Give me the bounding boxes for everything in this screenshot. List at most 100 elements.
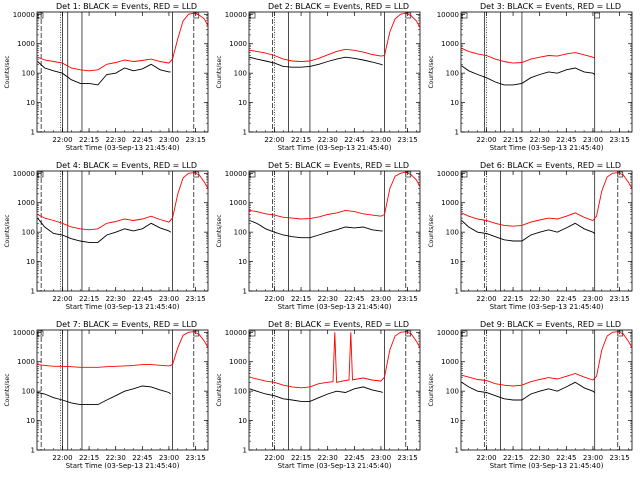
x-tick-label: 22:15 xyxy=(291,454,311,462)
x-tick-label: 22:30 xyxy=(318,136,338,144)
x-axis-label: Start Time (03-Sep-13 21:45:40) xyxy=(278,303,392,311)
x-tick-label: 22:45 xyxy=(556,454,576,462)
x-tick-label: 23:00 xyxy=(371,136,391,144)
x-tick-label: 22:00 xyxy=(264,136,284,144)
x-tick-label: 22:30 xyxy=(106,136,126,144)
plot-data xyxy=(37,12,208,132)
y-tick-label: 10000 xyxy=(225,170,247,178)
chart-title: Det 9: BLACK = Events, RED = LLD xyxy=(480,320,621,329)
y-axis-label: Counts/sec xyxy=(216,214,223,247)
plot-data xyxy=(37,171,208,291)
events-series-line xyxy=(461,220,595,242)
y-axis-label: Counts/sec xyxy=(4,373,11,406)
x-axis-label: Start Time (03-Sep-13 21:45:40) xyxy=(490,144,604,152)
y-tick-label: 1000 xyxy=(17,358,35,366)
lld-series-line xyxy=(461,172,632,227)
x-axis-label: Start Time (03-Sep-13 21:45:40) xyxy=(490,462,604,470)
x-tick-label: 23:15 xyxy=(397,454,417,462)
x-tick-label: 22:15 xyxy=(503,454,523,462)
corner-marker xyxy=(193,330,200,337)
x-tick-label: 23:15 xyxy=(397,295,417,303)
x-tick-label: 22:45 xyxy=(344,454,364,462)
chart-title: Det 8: BLACK = Events, RED = LLD xyxy=(268,320,409,329)
y-tick-label: 10 xyxy=(26,258,35,266)
y-tick-label: 10 xyxy=(450,417,459,425)
plot-frame xyxy=(248,329,421,451)
events-series-line xyxy=(249,386,383,402)
corner-marker xyxy=(405,330,412,337)
lld-series-line xyxy=(461,47,595,64)
corner-marker xyxy=(37,12,44,19)
plot-data xyxy=(249,330,420,450)
events-series-line xyxy=(37,217,171,243)
y-tick-label: 10000 xyxy=(13,329,35,337)
x-tick-label: 23:00 xyxy=(159,136,179,144)
events-series-line xyxy=(461,381,595,401)
plot-frame xyxy=(36,170,209,292)
plot-data xyxy=(461,171,632,291)
chart-title: Det 4: BLACK = Events, RED = LLD xyxy=(56,161,197,170)
y-tick-label: 10000 xyxy=(13,11,35,19)
y-tick-label: 1 xyxy=(243,129,247,137)
x-tick-label: 23:00 xyxy=(583,136,603,144)
corner-marker xyxy=(405,171,412,178)
y-tick-label: 1 xyxy=(455,288,459,296)
y-tick-label: 10 xyxy=(450,258,459,266)
x-tick-label: 22:15 xyxy=(79,295,99,303)
x-tick-label: 23:15 xyxy=(609,454,629,462)
x-axis-label: Start Time (03-Sep-13 21:45:40) xyxy=(66,462,180,470)
y-tick-label: 10000 xyxy=(437,11,459,19)
events-series-line xyxy=(249,56,383,68)
y-tick-label: 100 xyxy=(234,229,247,237)
x-tick-label: 22:00 xyxy=(264,454,284,462)
corner-marker xyxy=(249,12,256,19)
x-tick-label: 22:45 xyxy=(556,295,576,303)
x-tick-label: 23:15 xyxy=(609,295,629,303)
x-tick-label: 22:45 xyxy=(344,295,364,303)
y-tick-label: 1 xyxy=(31,447,35,455)
y-tick-label: 10 xyxy=(238,417,247,425)
y-tick-label: 100 xyxy=(446,388,459,396)
plot-data xyxy=(37,330,208,450)
y-tick-label: 1000 xyxy=(441,199,459,207)
y-tick-label: 10 xyxy=(238,258,247,266)
events-series-line xyxy=(461,65,595,86)
y-tick-label: 10 xyxy=(26,417,35,425)
x-tick-label: 22:15 xyxy=(79,136,99,144)
x-tick-label: 22:45 xyxy=(556,136,576,144)
y-tick-label: 10 xyxy=(450,99,459,107)
plot-data xyxy=(249,12,420,132)
plot-frame xyxy=(248,11,421,133)
y-tick-label: 1000 xyxy=(229,40,247,48)
x-tick-label: 22:45 xyxy=(344,136,364,144)
plot-data xyxy=(461,330,632,450)
x-tick-label: 22:00 xyxy=(52,295,72,303)
y-axis-label: Counts/sec xyxy=(428,373,435,406)
plot-frame xyxy=(36,329,209,451)
y-tick-label: 10 xyxy=(238,99,247,107)
x-tick-label: 22:15 xyxy=(79,454,99,462)
chart-title: Det 7: BLACK = Events, RED = LLD xyxy=(56,320,197,329)
y-tick-label: 100 xyxy=(22,388,35,396)
x-tick-label: 22:30 xyxy=(530,454,550,462)
y-tick-label: 1 xyxy=(455,447,459,455)
y-tick-label: 100 xyxy=(22,70,35,78)
chart-panel-6: Det 6: BLACK = Events, RED = LLD 1 10 100 10… xyxy=(428,161,633,311)
corner-marker xyxy=(193,12,200,19)
chart-panel-8: Det 8: BLACK = Events, RED = LLD 1 10 100 10… xyxy=(216,320,421,470)
plot-frame xyxy=(248,170,421,292)
x-tick-label: 22:30 xyxy=(106,295,126,303)
y-axis-label: Counts/sec xyxy=(4,214,11,247)
x-axis-label: Start Time (03-Sep-13 21:45:40) xyxy=(278,144,392,152)
y-tick-label: 1 xyxy=(243,288,247,296)
y-tick-label: 1000 xyxy=(229,199,247,207)
chart-panel-3: Det 3: BLACK = Events, RED = LLD 1 10 100 10… xyxy=(428,2,633,152)
x-tick-label: 22:30 xyxy=(530,136,550,144)
y-tick-label: 10 xyxy=(26,99,35,107)
plot-frame xyxy=(460,329,633,451)
y-axis-label: Counts/sec xyxy=(216,55,223,88)
corner-marker xyxy=(37,171,44,178)
y-tick-label: 10000 xyxy=(13,170,35,178)
x-tick-label: 22:00 xyxy=(264,295,284,303)
